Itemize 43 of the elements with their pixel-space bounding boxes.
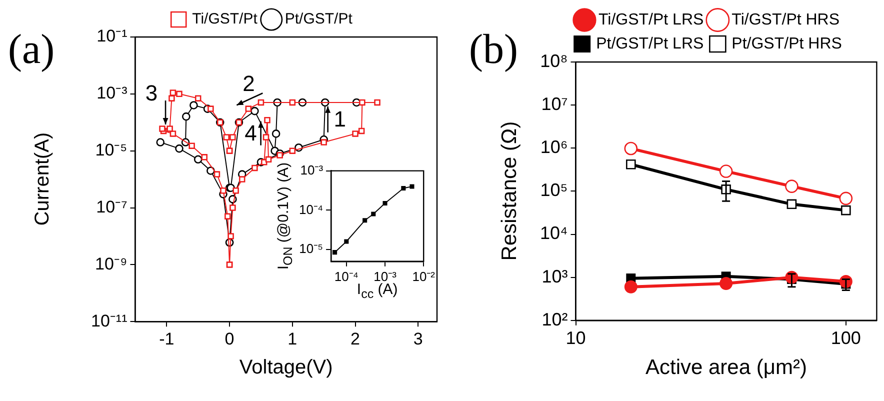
x-axis-title: Voltage(V) xyxy=(239,356,333,380)
y-axis-title: Resistance (Ω) xyxy=(498,121,522,261)
x-tick-label: 10⁻² xyxy=(412,268,436,284)
x-tick-label: -1 xyxy=(159,329,174,348)
x-tick-label: 10 xyxy=(566,328,586,348)
y-axis-title: Current(A) xyxy=(32,132,55,226)
x-tick-label: 3 xyxy=(413,329,423,348)
y-tick-label: 10⁻⁴ xyxy=(299,202,324,217)
annotation: 4 xyxy=(244,120,257,146)
annotation: 3 xyxy=(145,80,158,106)
annotation: 1 xyxy=(334,106,346,132)
x-axis-title: I$_{cc}$ (A) xyxy=(356,281,398,302)
legend-label: Ti/GST/Pt xyxy=(192,10,258,28)
legend-label: Pt/GST/Pt LRS xyxy=(596,35,704,52)
x-tick-label: 0 xyxy=(224,329,234,348)
y-tick-label: 10⁻⁵ xyxy=(95,140,128,160)
legend-label: Pt/GST/Pt xyxy=(284,10,354,28)
x-tick-label: 10⁻³ xyxy=(374,268,398,284)
x-tick-label: 100 xyxy=(830,328,861,348)
y-tick-label: 10⁻³ xyxy=(300,162,324,178)
y-tick-label: 10⁻⁵ xyxy=(299,241,324,256)
x-axis-title: Active area (μm²) xyxy=(645,356,807,380)
x-tick-label: 2 xyxy=(350,329,360,348)
chart-title: (a) xyxy=(8,26,55,74)
y-tick-label: 10⁻⁷ xyxy=(96,197,128,216)
y-tick-label: 10⁻¹¹ xyxy=(90,311,128,330)
x-tick-label: 10⁻⁴ xyxy=(334,268,358,284)
y-tick-label: 10⁻¹ xyxy=(96,26,128,46)
legend-label: Ti/GST/Pt LRS xyxy=(598,11,704,28)
y-tick-label: 10⁶ xyxy=(540,137,568,158)
y-tick-label: 10⁷ xyxy=(541,94,568,114)
annotation: 2 xyxy=(242,71,255,96)
y-tick-label: 10³ xyxy=(542,266,568,286)
legend-label: Pt/GST/Pt HRS xyxy=(732,35,842,52)
y-tick-label: 10⁻³ xyxy=(96,84,128,103)
y-tick-label: 10² xyxy=(542,309,568,330)
y-tick-label: 10⁸ xyxy=(540,50,568,71)
chart-title: (b) xyxy=(469,26,518,74)
y-tick-label: 10⁻⁹ xyxy=(95,254,128,274)
x-tick-label: 1 xyxy=(288,329,298,348)
legend-label: Ti/GST/Pt HRS xyxy=(732,11,840,28)
y-tick-label: 10⁵ xyxy=(540,180,568,200)
y-tick-label: 10⁴ xyxy=(540,223,568,244)
